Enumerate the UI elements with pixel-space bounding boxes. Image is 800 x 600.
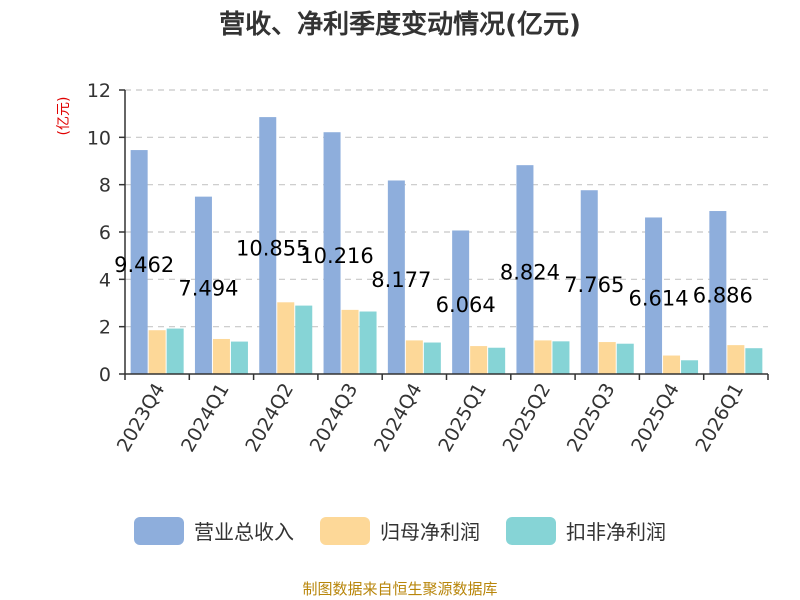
bar-1-2024Q3 [323,132,341,374]
legend: 营业总收入 归母净利润 扣非净利润 [0,516,800,545]
x-tick-label: 2025Q3 [563,380,620,456]
bar-2-2024Q1 [212,338,230,374]
y-tick-label: 6 [99,222,111,244]
x-tick-label: 2024Q2 [241,380,298,456]
bars [130,117,763,375]
data-label: 8.824 [500,261,560,285]
bar-2-2024Q3 [341,309,359,374]
bar-1-2025Q3 [580,190,598,374]
bar-3-2024Q3 [359,311,377,374]
y-tick-label: 10 [87,127,111,149]
legend-label: 营业总收入 [194,520,294,544]
bar-2-2024Q4 [405,340,423,374]
y-tick-label: 4 [99,269,111,291]
x-tick-label: 2025Q2 [499,380,556,456]
data-label: 9.462 [114,253,174,277]
legend-item-3[interactable]: 扣非净利润 [506,516,666,545]
y-unit-label: (亿元) [56,97,72,136]
bar-3-2026Q1 [745,348,763,374]
bar-1-2024Q4 [387,180,405,374]
x-tick-label: 2024Q3 [306,380,363,456]
bar-1-2025Q4 [645,217,663,374]
legend-item-1[interactable]: 营业总收入 [134,516,294,545]
bar-3-2025Q4 [681,360,699,374]
chart-title: 营收、净利季度变动情况(亿元) [219,10,581,40]
bar-3-2025Q2 [552,341,570,374]
bar-2-2025Q4 [663,355,681,374]
x-tick-label: 2025Q4 [627,380,684,456]
legend-label: 归母净利润 [380,520,480,544]
bar-3-2023Q4 [166,328,184,374]
x-tick-label: 2025Q1 [434,380,491,456]
bar-1-2023Q4 [130,150,148,374]
bar-3-2024Q1 [230,341,248,374]
bar-2-2024Q2 [277,302,295,374]
x-tick-label: 2024Q1 [177,380,234,456]
bar-1-2025Q1 [452,230,470,374]
data-label: 7.765 [564,273,624,297]
legend-swatch [506,516,556,545]
legend-swatch [134,516,184,545]
data-label: 6.886 [693,284,753,308]
bar-2-2025Q3 [598,342,616,374]
bar-3-2025Q1 [488,347,506,374]
x-tick-label: 2026Q1 [691,380,748,456]
x-tick-label: 2023Q4 [113,380,170,456]
data-label: 7.494 [178,276,238,300]
y-tick-label: 8 [99,175,111,197]
legend-item-2[interactable]: 归母净利润 [320,516,480,545]
bar-1-2026Q1 [709,211,727,374]
y-tick-label: 0 [99,364,111,386]
x-tick-label: 2024Q4 [370,380,427,456]
data-label: 10.855 [236,237,309,261]
bar-2-2026Q1 [727,345,745,374]
bar-1-2024Q2 [259,117,277,375]
bar-1-2024Q1 [194,196,212,374]
bar-3-2025Q3 [616,343,634,374]
bar-2-2025Q1 [470,346,488,374]
bar-3-2024Q2 [295,305,313,374]
data-label: 10.216 [300,244,373,268]
gridlines [125,89,768,328]
bar-1-2025Q2 [516,165,534,374]
bar-3-2024Q4 [423,342,441,374]
y-tick-label: 12 [87,80,111,102]
bar-2-2023Q4 [148,330,166,374]
data-label: 8.177 [371,268,431,292]
source-note: 制图数据来自恒生聚源数据库 [302,580,498,598]
legend-swatch [320,516,370,545]
data-label: 6.614 [628,287,688,311]
legend-label: 扣非净利润 [566,520,666,544]
y-tick-label: 2 [99,317,111,339]
bar-2-2025Q2 [534,340,552,374]
data-label: 6.064 [436,293,496,317]
